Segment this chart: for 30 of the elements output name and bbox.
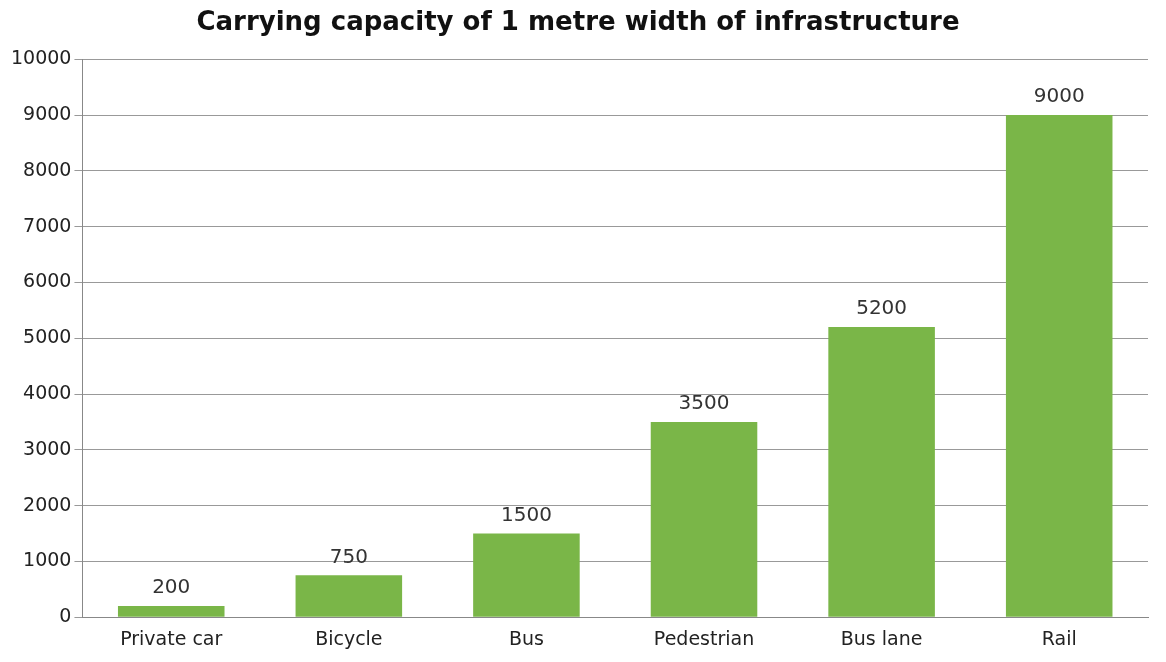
data-label: 750: [329, 543, 368, 568]
data-label: 1500: [500, 501, 552, 526]
y-tick-label: 7000: [23, 213, 72, 236]
bar: [295, 575, 403, 617]
x-tick-label: Rail: [1041, 626, 1077, 649]
y-tick-label: 3000: [23, 436, 72, 459]
y-tick-label: 4000: [23, 380, 72, 403]
x-tick-label: Private car: [120, 626, 223, 649]
y-tick-label: 8000: [23, 157, 72, 180]
x-tick-label: Bus lane: [840, 626, 923, 649]
y-tick-label: 10000: [10, 46, 72, 69]
bar: [473, 533, 580, 617]
chart-title: Carrying capacity of 1 metre width of infrastructure: [196, 6, 960, 37]
y-tick-label: 2000: [23, 492, 72, 515]
x-tick-label: Pedestrian: [653, 626, 755, 649]
data-label: 5200: [856, 295, 908, 320]
y-tick-label: 9000: [23, 101, 72, 124]
data-label: 9000: [1033, 83, 1085, 108]
bar: [1005, 115, 1113, 617]
bar: [117, 606, 225, 617]
y-tick-label: 1000: [23, 548, 72, 571]
x-tick-label: Bus: [508, 626, 544, 649]
data-label: 3500: [678, 390, 730, 415]
x-tick-label: Bicycle: [315, 626, 383, 649]
y-tick-label: 6000: [23, 269, 72, 292]
bar: [650, 421, 758, 617]
bar: [828, 327, 935, 617]
data-label: 200: [152, 574, 191, 599]
y-tick-label: 0: [59, 604, 72, 627]
y-tick-label: 5000: [23, 325, 72, 348]
